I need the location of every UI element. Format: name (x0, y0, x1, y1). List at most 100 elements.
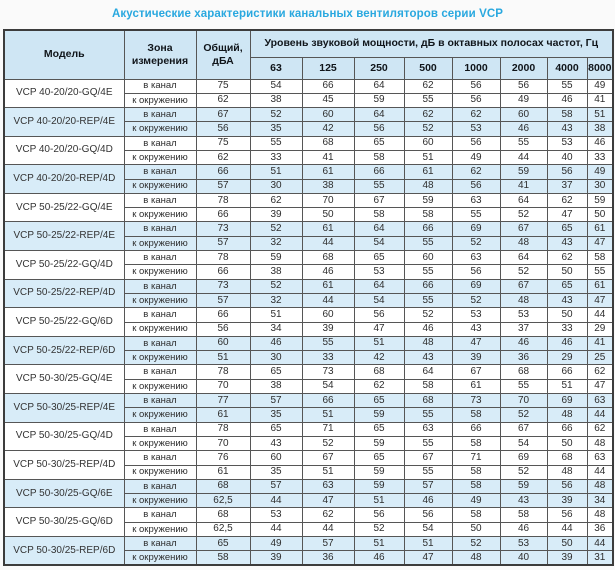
band-cell-500hz: 55 (403, 464, 453, 480)
band-cell-250hz: 64 (353, 278, 405, 294)
band-cell-63hz: 60 (249, 450, 303, 466)
band-cell-2000hz: 58 (499, 507, 548, 523)
table-row: к окружению 57 30 38 55 48 56 41 37 30 (4, 178, 614, 194)
band-cell-500hz: 58 (403, 378, 453, 395)
band-cell-2000hz: 46 (499, 335, 548, 352)
band-cell-250hz: 51 (353, 535, 405, 552)
band-cell-125hz: 45 (301, 92, 355, 109)
band-cell-1000hz: 56 (451, 178, 501, 194)
model-name: VCP 50-30/25-REP/4D (3, 450, 125, 480)
zone-cell: в канал (123, 535, 197, 552)
band-cell-1000hz: 58 (451, 435, 501, 452)
zone-cell: в канал (123, 421, 197, 437)
band-cell-63hz: 51 (249, 307, 303, 323)
band-cell-500hz: 48 (403, 178, 453, 194)
total-dba-cell: 76 (195, 450, 251, 466)
zone-cell: в канал (123, 507, 197, 523)
band-cell-2000hz: 55 (499, 135, 548, 151)
band-cell-63hz: 38 (249, 264, 303, 280)
band-cell-4000hz: 43 (546, 121, 588, 137)
total-dba-cell: 75 (195, 135, 251, 151)
zone-cell: в канал (123, 78, 197, 94)
table-row: к окружению 61 35 51 59 55 58 52 48 44 (4, 464, 614, 480)
band-cell-250hz: 62 (353, 378, 405, 395)
model-name: VCP 50-30/25-GQ/4D (3, 421, 125, 452)
col-header-freq-63: 63 (249, 56, 303, 80)
band-cell-500hz: 62 (403, 78, 453, 94)
band-cell-1000hz: 49 (451, 493, 501, 509)
model-name: VCP 50-30/25-GQ/4E (3, 364, 125, 395)
total-dba-cell: 70 (195, 435, 251, 452)
band-cell-4000hz: 50 (546, 435, 588, 452)
band-cell-4000hz: 66 (546, 364, 588, 380)
band-cell-2000hz: 56 (499, 78, 548, 94)
zone-cell: в канал (123, 164, 197, 180)
band-cell-4000hz: 48 (546, 407, 588, 423)
band-cell-63hz: 38 (249, 378, 303, 395)
col-header-freq-250: 250 (353, 56, 405, 80)
band-cell-63hz: 65 (249, 364, 303, 380)
band-cell-125hz: 50 (301, 207, 355, 223)
band-cell-250hz: 68 (353, 364, 405, 380)
band-cell-2000hz: 44 (499, 149, 548, 166)
band-cell-250hz: 64 (353, 221, 405, 237)
band-cell-2000hz: 46 (499, 121, 548, 137)
zone-cell: к окружению (123, 149, 197, 166)
band-cell-500hz: 46 (403, 493, 453, 509)
band-cell-8000hz: 49 (586, 78, 614, 94)
zone-cell: в канал (123, 135, 197, 151)
band-cell-63hz: 46 (249, 335, 303, 352)
band-cell-250hz: 59 (353, 464, 405, 480)
total-dba-cell: 57 (195, 235, 251, 252)
band-cell-8000hz: 63 (586, 393, 614, 409)
band-cell-250hz: 51 (353, 335, 405, 352)
band-cell-63hz: 30 (249, 350, 303, 366)
band-cell-1000hz: 71 (451, 450, 501, 466)
table-row: к окружению 56 34 39 47 46 43 37 33 29 (4, 321, 614, 337)
band-cell-500hz: 55 (403, 235, 453, 252)
table-row: VCP 50-25/22-REP/4D в канал 73 52 61 64 66 69 67… (3, 278, 614, 309)
band-cell-1000hz: 58 (451, 478, 501, 495)
band-cell-250hz: 46 (353, 550, 405, 566)
band-cell-8000hz: 33 (586, 149, 614, 166)
table-row: VCP 40-20/20-REP/4D в канал 66 51 61 66 61 62 59… (3, 164, 614, 194)
band-cell-63hz: 35 (249, 407, 303, 423)
band-cell-4000hz: 50 (546, 307, 588, 323)
model-name: VCP 50-25/22-REP/4D (3, 278, 125, 309)
band-cell-4000hz: 68 (546, 450, 588, 466)
total-dba-cell: 77 (195, 393, 251, 409)
total-dba-cell: 66 (195, 207, 251, 223)
acoustic-characteristics-table: Модель Зона измерения Общий, дБА Уровень… (3, 29, 615, 567)
band-cell-1000hz: 49 (451, 149, 501, 166)
band-cell-2000hz: 46 (499, 521, 548, 538)
total-dba-cell: 60 (195, 335, 251, 352)
zone-cell: в канал (123, 221, 197, 237)
col-header-total: Общий, дБА (195, 29, 251, 80)
band-cell-250hz: 58 (353, 207, 405, 223)
col-header-freq-8000: 8000 (586, 56, 614, 80)
band-cell-63hz: 49 (249, 535, 303, 552)
total-dba-cell: 66 (195, 264, 251, 280)
band-cell-125hz: 68 (301, 250, 355, 266)
band-cell-1000hz: 52 (451, 535, 501, 552)
band-cell-500hz: 55 (403, 407, 453, 423)
band-cell-500hz: 68 (403, 393, 453, 409)
band-cell-63hz: 51 (249, 164, 303, 180)
band-cell-125hz: 71 (301, 421, 355, 437)
band-cell-8000hz: 61 (586, 221, 614, 237)
band-cell-125hz: 54 (301, 378, 355, 395)
band-cell-250hz: 42 (353, 350, 405, 366)
total-dba-cell: 78 (195, 192, 251, 209)
band-cell-8000hz: 29 (586, 321, 614, 337)
band-cell-125hz: 42 (301, 121, 355, 137)
band-cell-500hz: 47 (403, 550, 453, 566)
band-cell-2000hz: 67 (499, 421, 548, 437)
band-cell-1000hz: 52 (451, 292, 501, 309)
zone-cell: к окружению (123, 378, 197, 395)
band-cell-500hz: 51 (403, 149, 453, 166)
total-dba-cell: 78 (195, 250, 251, 266)
band-cell-125hz: 60 (301, 107, 355, 123)
band-cell-500hz: 66 (403, 221, 453, 237)
band-cell-4000hz: 44 (546, 521, 588, 538)
total-dba-cell: 62 (195, 149, 251, 166)
